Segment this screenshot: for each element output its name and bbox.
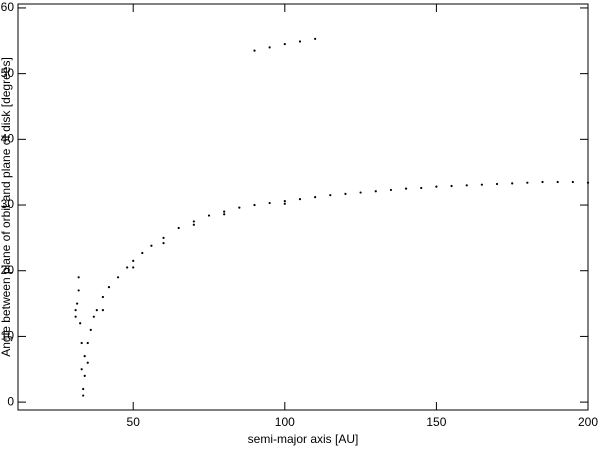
point [268,201,271,205]
point [162,242,165,245]
point [541,180,544,184]
point [76,302,79,305]
point [404,187,408,190]
point [344,192,347,195]
point [77,289,80,292]
y-tick-label: 10 [1,329,15,343]
point [556,180,559,184]
point [107,286,111,289]
point [101,295,104,299]
point [420,186,423,190]
point [571,180,574,184]
y-tick-label: 50 [1,66,15,80]
point [526,181,529,184]
point [101,309,104,312]
point [480,183,483,186]
y-axis-label: Angle between plane of orbit and plane o… [0,57,13,357]
point [86,341,89,345]
point [92,315,95,318]
point [238,206,241,209]
point [465,184,468,187]
point [298,40,302,43]
point [298,198,302,201]
point [116,276,120,279]
point [329,194,332,197]
point [82,387,85,391]
point [77,276,80,279]
x-tick-label: 150 [426,415,446,429]
point [253,203,256,207]
point [132,259,135,262]
x-tick-label: 200 [578,415,598,429]
y-tick-label: 20 [1,263,15,277]
point [495,182,499,186]
point [86,361,89,364]
x-tick-label: 100 [275,415,295,429]
point [83,374,86,377]
point [132,266,135,269]
point [314,196,317,199]
y-tick-label: 40 [1,132,15,146]
point [435,185,438,188]
point [283,42,286,46]
point [126,266,129,269]
y-tick-label: 30 [1,197,15,211]
point [177,226,180,230]
x-axis-label: semi-major axis [AU] [248,432,359,446]
point [192,223,195,226]
point [314,37,317,40]
point [79,322,82,325]
point [80,341,83,345]
point [511,182,514,185]
y-tick-label: 60 [1,0,15,14]
point [82,394,85,397]
point [586,181,590,184]
y-tick-label: 0 [7,394,14,408]
point [141,251,144,255]
point [389,188,393,192]
point [74,315,77,318]
point [223,210,226,213]
point [283,199,286,203]
point [283,202,286,205]
point [253,49,256,52]
point [359,191,362,194]
point [192,220,195,223]
point [80,368,83,371]
point [89,328,92,331]
point [450,184,453,188]
point [207,214,211,217]
point [268,46,271,49]
point [162,236,165,239]
point [150,244,153,247]
point [374,190,377,193]
point [83,355,86,358]
x-tick-label: 50 [127,415,141,429]
point [223,213,226,216]
point [74,309,77,312]
point [95,309,98,312]
plot-frame [17,3,589,411]
